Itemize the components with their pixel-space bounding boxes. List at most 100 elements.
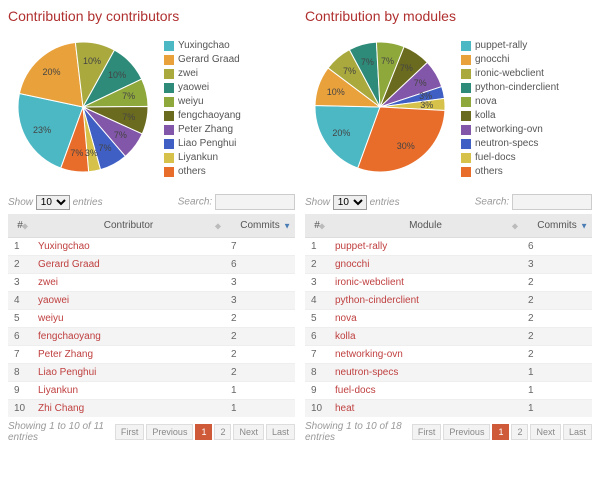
pager-next[interactable]: Next	[530, 424, 561, 440]
row-name-cell: fuel-docs	[329, 382, 522, 400]
legend-item[interactable]: networking-ovn	[461, 124, 559, 135]
row-index: 5	[8, 310, 32, 328]
legend-item[interactable]: Peter Zhang	[164, 124, 241, 135]
legend-label: yaowei	[178, 82, 209, 93]
pager-page[interactable]: 2	[214, 424, 231, 440]
page-size-select[interactable]: 10	[333, 195, 367, 210]
pager-page[interactable]: 1	[195, 424, 212, 440]
legend-item[interactable]: Yuxingchao	[164, 40, 241, 51]
table-row: 4yaowei3	[8, 292, 295, 310]
column-header[interactable]: #◆	[8, 214, 32, 238]
chart-area: 23%20%10%10%7%7%7%7%3%7%YuxingchaoGerard…	[8, 32, 295, 182]
row-link[interactable]: fengchaoyang	[38, 331, 101, 342]
table-footer: Showing 1 to 10 of 18 entriesFirstPrevio…	[305, 421, 592, 443]
row-link[interactable]: gnocchi	[335, 259, 369, 270]
row-link[interactable]: Zhi Chang	[38, 403, 84, 414]
legend-item[interactable]: puppet-rally	[461, 40, 559, 51]
search-label: Search:	[475, 197, 509, 208]
legend-item[interactable]: zwei	[164, 68, 241, 79]
legend: puppet-rally gnocchi ironic-webclient pytho…	[461, 32, 559, 177]
legend-label: Gerard Graad	[178, 54, 240, 65]
legend-item[interactable]: nova	[461, 96, 559, 107]
row-name-cell: python-cinderclient	[329, 292, 522, 310]
row-index: 4	[305, 292, 329, 310]
table-row: 10Zhi Chang1	[8, 400, 295, 418]
pager-prev[interactable]: Previous	[443, 424, 490, 440]
legend-item[interactable]: Liyankun	[164, 152, 241, 163]
legend-item[interactable]: kolla	[461, 110, 559, 121]
pager-last[interactable]: Last	[266, 424, 295, 440]
search-input[interactable]	[512, 194, 592, 210]
column-header[interactable]: Module◆	[329, 214, 522, 238]
row-name-cell: zwei	[32, 274, 225, 292]
legend-item[interactable]: weiyu	[164, 96, 241, 107]
column-header[interactable]: Commits▼	[225, 214, 295, 238]
row-link[interactable]: heat	[335, 403, 354, 414]
row-link[interactable]: python-cinderclient	[335, 295, 419, 306]
row-commits: 2	[522, 274, 592, 292]
search-input[interactable]	[215, 194, 295, 210]
column-header[interactable]: #◆	[305, 214, 329, 238]
row-link[interactable]: puppet-rally	[335, 241, 387, 252]
row-commits: 1	[522, 382, 592, 400]
row-name-cell: Yuxingchao	[32, 238, 225, 256]
legend-item[interactable]: neutron-specs	[461, 138, 559, 149]
legend-item[interactable]: Gerard Graad	[164, 54, 241, 65]
legend-swatch	[461, 125, 471, 135]
legend-item[interactable]: others	[461, 166, 559, 177]
row-link[interactable]: nova	[335, 313, 357, 324]
page-size-select[interactable]: 10	[36, 195, 70, 210]
table-row: 10heat1	[305, 400, 592, 418]
row-link[interactable]: neutron-specs	[335, 367, 398, 378]
row-link[interactable]: zwei	[38, 277, 58, 288]
row-link[interactable]: weiyu	[38, 313, 64, 324]
pager-prev[interactable]: Previous	[146, 424, 193, 440]
legend-label: python-cinderclient	[475, 82, 559, 93]
row-index: 3	[305, 274, 329, 292]
row-link[interactable]: Liyankun	[38, 385, 78, 396]
data-table: #◆Contributor◆Commits▼1Yuxingchao72Gerar…	[8, 214, 295, 417]
column-header[interactable]: Contributor◆	[32, 214, 225, 238]
row-name-cell: Peter Zhang	[32, 346, 225, 364]
row-name-cell: fengchaoyang	[32, 328, 225, 346]
row-link[interactable]: Peter Zhang	[38, 349, 93, 360]
row-link[interactable]: ironic-webclient	[335, 277, 404, 288]
row-link[interactable]: Gerard Graad	[38, 259, 100, 270]
pager-first[interactable]: First	[115, 424, 145, 440]
legend-item[interactable]: gnocchi	[461, 54, 559, 65]
row-link[interactable]: kolla	[335, 331, 356, 342]
row-link[interactable]: Yuxingchao	[38, 241, 90, 252]
contributors-panel: Contribution by contributors23%20%10%10%…	[8, 8, 295, 443]
legend-swatch	[461, 69, 471, 79]
row-link[interactable]: yaowei	[38, 295, 69, 306]
legend-label: puppet-rally	[475, 40, 527, 51]
pager-next[interactable]: Next	[233, 424, 264, 440]
row-commits: 2	[522, 292, 592, 310]
row-link[interactable]: fuel-docs	[335, 385, 376, 396]
column-header[interactable]: Commits▼	[522, 214, 592, 238]
show-label: Show	[8, 197, 33, 208]
row-link[interactable]: networking-ovn	[335, 349, 403, 360]
row-index: 7	[8, 346, 32, 364]
table-row: 7Peter Zhang2	[8, 346, 295, 364]
pager: FirstPrevious12NextLast	[412, 424, 592, 440]
legend-item[interactable]: fuel-docs	[461, 152, 559, 163]
row-link[interactable]: Liao Penghui	[38, 367, 96, 378]
legend-item[interactable]: fengchaoyang	[164, 110, 241, 121]
table-row: 8Liao Penghui2	[8, 364, 295, 382]
legend-item[interactable]: others	[164, 166, 241, 177]
legend-item[interactable]: ironic-webclient	[461, 68, 559, 79]
legend-item[interactable]: yaowei	[164, 82, 241, 93]
legend-item[interactable]: python-cinderclient	[461, 82, 559, 93]
pager-page[interactable]: 1	[492, 424, 509, 440]
row-commits: 2	[522, 346, 592, 364]
legend-label: others	[475, 166, 503, 177]
legend-label: nova	[475, 96, 497, 107]
pager-last[interactable]: Last	[563, 424, 592, 440]
pager-page[interactable]: 2	[511, 424, 528, 440]
row-name-cell: weiyu	[32, 310, 225, 328]
pager-first[interactable]: First	[412, 424, 442, 440]
row-commits: 3	[225, 274, 295, 292]
row-name-cell: puppet-rally	[329, 238, 522, 256]
legend-item[interactable]: Liao Penghui	[164, 138, 241, 149]
